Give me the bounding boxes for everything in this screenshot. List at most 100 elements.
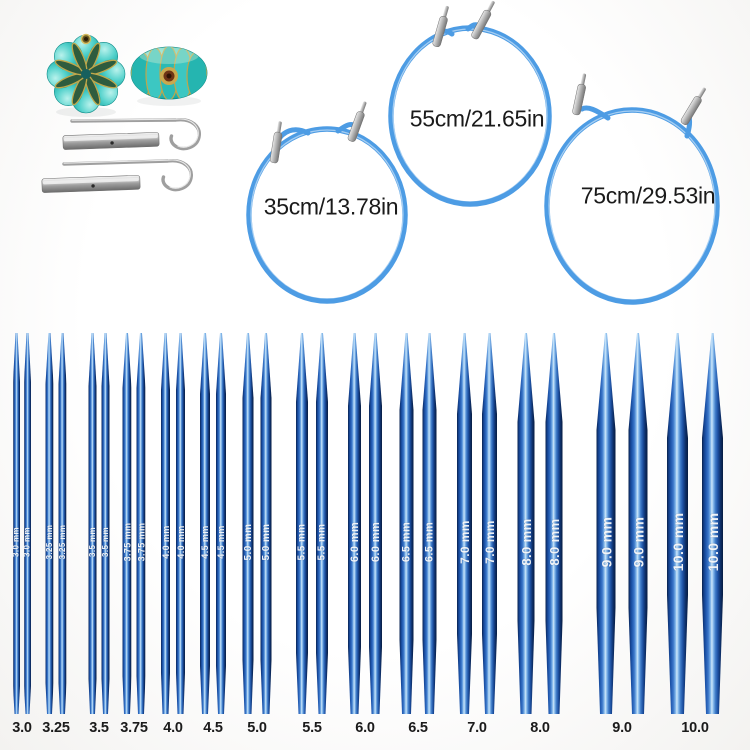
needle-size-marking: 4.5 mm bbox=[200, 525, 210, 559]
needle-tip: 5.0 mm bbox=[242, 333, 254, 714]
needle-pair: 3.5 mm 3.5 mm 3.5 bbox=[88, 333, 110, 736]
needle-pair-tips: 10.0 mm 10.0 mm bbox=[667, 333, 723, 714]
needle-size-marking: 3.75 mm bbox=[135, 522, 146, 562]
needle-pair-tips: 3.25 mm 3.25 mm bbox=[44, 333, 67, 714]
needle-pair-tips: 3.0 mm 3.0 mm bbox=[13, 333, 31, 714]
needle-tip: 6.5 mm bbox=[399, 333, 414, 714]
needle-pair: 9.0 mm 9.0 mm 9.0 bbox=[596, 333, 648, 736]
needle-pair: 4.5 mm 4.5 mm 4.5 bbox=[200, 333, 226, 736]
needle-size-label: 6.0 bbox=[355, 720, 375, 736]
needle-size-marking: 4.5 mm bbox=[216, 525, 226, 559]
needle-size-marking: 4.0 mm bbox=[175, 525, 186, 559]
needle-size-label: 4.5 bbox=[203, 720, 223, 736]
needle-pair-tips: 6.5 mm 6.5 mm bbox=[399, 333, 437, 714]
needle-tip: 6.5 mm bbox=[422, 333, 437, 714]
needle-pair-tips: 5.0 mm 5.0 mm bbox=[242, 333, 272, 714]
needle-size-marking: 3.75 mm bbox=[121, 522, 132, 562]
needle-size-label: 3.25 bbox=[42, 720, 70, 736]
needle-size-marking: 4.0 mm bbox=[160, 525, 171, 559]
needle-size-label: 7.0 bbox=[467, 720, 487, 736]
accessories-illustration bbox=[41, 0, 720, 305]
needle-size-label: 3.5 bbox=[89, 720, 109, 736]
needle-size-marking: 5.5 mm bbox=[316, 523, 328, 561]
connector-tube-1-icon bbox=[62, 132, 160, 150]
needle-tip: 3.25 mm bbox=[44, 333, 54, 714]
needle-pair: 4.0 mm 4.0 mm 4.0 bbox=[161, 333, 185, 736]
needle-tip: 4.0 mm bbox=[176, 333, 185, 714]
needle-size-label: 3.0 bbox=[12, 720, 32, 736]
needle-pair: 6.5 mm 6.5 mm 6.5 bbox=[399, 333, 437, 736]
needle-tip: 7.0 mm bbox=[457, 333, 472, 714]
needle-pair-tips: 3.5 mm 3.5 mm bbox=[88, 333, 110, 714]
needle-pair-tips: 3.75 mm 3.75 mm bbox=[121, 333, 146, 714]
needle-tip: 9.0 mm bbox=[596, 333, 616, 714]
needle-size-marking: 6.5 mm bbox=[423, 521, 436, 563]
needle-size-marking: 3.0 mm bbox=[23, 527, 32, 557]
needle-size-marking: 6.0 mm bbox=[348, 521, 361, 563]
needle-size-label: 6.5 bbox=[408, 720, 428, 736]
needle-size-marking: 8.0 mm bbox=[546, 518, 562, 566]
needle-tip: 6.0 mm bbox=[348, 333, 361, 714]
needle-size-marking: 3.5 mm bbox=[88, 527, 97, 557]
needle-tip: 4.5 mm bbox=[200, 333, 210, 714]
needle-pair-tips: 7.0 mm 7.0 mm bbox=[457, 333, 497, 714]
needle-size-marking: 9.0 mm bbox=[598, 516, 614, 568]
cable-55cm-icon bbox=[388, 0, 552, 207]
needle-tip: 3.5 mm bbox=[101, 333, 110, 714]
needle-pair: 10.0 mm 10.0 mm 10.0 bbox=[667, 333, 723, 736]
needle-tip: 3.25 mm bbox=[57, 333, 67, 714]
needle-pair: 7.0 mm 7.0 mm 7.0 bbox=[457, 333, 497, 736]
needle-pair-tips: 4.5 mm 4.5 mm bbox=[200, 333, 226, 714]
needle-size-marking: 3.0 mm bbox=[12, 527, 21, 557]
needle-pair: 3.25 mm 3.25 mm 3.25 bbox=[42, 333, 70, 736]
needle-pair-tips: 8.0 mm 8.0 mm bbox=[517, 333, 563, 714]
needle-tip: 7.0 mm bbox=[482, 333, 497, 714]
needle-tip: 9.0 mm bbox=[628, 333, 648, 714]
needle-size-label: 4.0 bbox=[163, 720, 183, 736]
needle-size-marking: 3.25 mm bbox=[44, 524, 54, 560]
needle-size-marking: 10.0 mm bbox=[669, 512, 686, 572]
flower-stopper-side bbox=[130, 46, 208, 106]
needle-tip: 3.5 mm bbox=[88, 333, 97, 714]
needle-size-marking: 3.5 mm bbox=[101, 527, 110, 557]
needle-size-marking: 7.0 mm bbox=[482, 520, 497, 564]
cable-75cm-icon bbox=[544, 72, 720, 305]
needle-size-marking: 3.25 mm bbox=[57, 524, 67, 560]
needle-size-marking: 5.5 mm bbox=[296, 523, 308, 561]
needle-tip: 3.0 mm bbox=[24, 333, 31, 714]
connector-tube-2-icon bbox=[41, 175, 141, 193]
needle-size-label: 5.5 bbox=[302, 720, 322, 736]
needle-size-marking: 5.0 mm bbox=[242, 523, 254, 561]
needle-size-marking: 8.0 mm bbox=[518, 518, 534, 566]
needle-pair-tips: 9.0 mm 9.0 mm bbox=[596, 333, 648, 714]
needle-pair: 6.0 mm 6.0 mm 6.0 bbox=[348, 333, 382, 736]
needle-tip: 3.75 mm bbox=[135, 333, 146, 714]
needle-size-marking: 10.0 mm bbox=[704, 512, 721, 572]
needle-pair: 5.0 mm 5.0 mm 5.0 bbox=[242, 333, 272, 736]
cable-length-label-75cm: 75cm/29.53in bbox=[580, 182, 716, 209]
needle-tip: 5.5 mm bbox=[296, 333, 308, 714]
needle-pair: 5.5 mm 5.5 mm 5.5 bbox=[296, 333, 328, 736]
cable-key-2-icon bbox=[62, 159, 193, 192]
needle-pair-tips: 4.0 mm 4.0 mm bbox=[161, 333, 185, 714]
needle-tip: 4.5 mm bbox=[216, 333, 226, 714]
flower-stopper-front bbox=[46, 33, 126, 117]
needle-tip: 5.5 mm bbox=[316, 333, 328, 714]
needle-tip: 8.0 mm bbox=[517, 333, 535, 714]
cable-key-1-icon bbox=[70, 118, 201, 151]
needle-size-marking: 6.5 mm bbox=[400, 521, 413, 563]
needle-size-marking: 9.0 mm bbox=[630, 516, 646, 568]
needle-size-marking: 6.0 mm bbox=[369, 521, 382, 563]
needle-pair: 3.0 mm 3.0 mm 3.0 bbox=[12, 333, 32, 736]
needle-size-marking: 7.0 mm bbox=[457, 520, 472, 564]
needle-pair: 3.75 mm 3.75 mm 3.75 bbox=[120, 333, 148, 736]
needle-size-label: 9.0 bbox=[612, 720, 632, 736]
needle-tip: 5.0 mm bbox=[260, 333, 272, 714]
needle-size-label: 5.0 bbox=[247, 720, 267, 736]
needle-pair-tips: 6.0 mm 6.0 mm bbox=[348, 333, 382, 714]
needle-pair-tips: 5.5 mm 5.5 mm bbox=[296, 333, 328, 714]
needle-pair: 8.0 mm 8.0 mm 8.0 bbox=[517, 333, 563, 736]
needle-size-label: 10.0 bbox=[681, 720, 709, 736]
needle-tip: 10.0 mm bbox=[702, 333, 723, 714]
